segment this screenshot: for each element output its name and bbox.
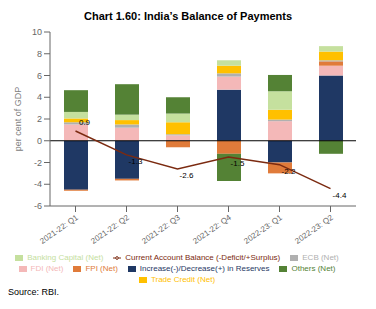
svg-text:2021-22: Q3: 2021-22: Q3 <box>140 213 182 246</box>
html-text:Current Account Balance (-Defi: Current Account Balance (-Deficit/+Surpl… <box>125 253 281 262</box>
svg-text:-2.2: -2.2 <box>282 167 296 176</box>
svg-text:per cent of GDP: per cent of GDP <box>13 87 23 152</box>
svg-text:2022-23: Q2: 2022-23: Q2 <box>293 213 335 246</box>
svg-text:2021-22: Q1: 2021-22: Q1 <box>38 213 80 246</box>
svg-text:0.9: 0.9 <box>79 118 91 127</box>
html-text:Source: RBI.: Source: RBI. <box>8 287 59 297</box>
svg-text:-1.3: -1.3 <box>129 157 143 166</box>
svg-text:-2: -2 <box>34 158 42 168</box>
svg-text:2021-22: Q4: 2021-22: Q4 <box>191 213 233 246</box>
svg-text:4: 4 <box>37 92 42 102</box>
svg-text:8: 8 <box>37 49 42 59</box>
svg-text:-6: -6 <box>34 201 42 211</box>
svg-text:-4: -4 <box>34 179 42 189</box>
html-text:FDI (Net): FDI (Net) <box>30 264 64 273</box>
html-text:Others (Net): Others (Net) <box>291 264 336 273</box>
svg-text:-2.6: -2.6 <box>180 171 194 180</box>
html-text:Trade Credit (Net): Trade Credit (Net) <box>150 275 216 284</box>
html-text:ECB (Net): ECB (Net) <box>302 253 339 262</box>
html-text:Increase(-)/Decrease(+) in Res: Increase(-)/Decrease(+) in Reserves <box>139 264 270 273</box>
html-text:Chart 1.60: India’s Balance of: Chart 1.60: India’s Balance of Payments <box>84 10 292 22</box>
svg-text:-1.5: -1.5 <box>231 159 245 168</box>
svg-text:10: 10 <box>32 27 42 37</box>
html-text:FPI (Net): FPI (Net) <box>85 264 118 273</box>
html-text:Banking Capital (Net): Banking Capital (Net) <box>27 253 104 262</box>
svg-text:6: 6 <box>37 71 42 81</box>
svg-text:2021-22: Q2: 2021-22: Q2 <box>89 213 131 246</box>
svg-text:2022-23: Q1: 2022-23: Q1 <box>242 213 284 246</box>
svg-text:0: 0 <box>37 136 42 146</box>
svg-text:2: 2 <box>37 114 42 124</box>
svg-text:-4.4: -4.4 <box>333 191 347 200</box>
